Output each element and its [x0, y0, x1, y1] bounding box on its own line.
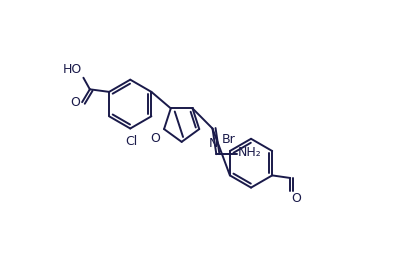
- Text: N: N: [209, 137, 219, 150]
- Text: HO: HO: [63, 63, 82, 76]
- Text: O: O: [70, 96, 80, 109]
- Text: O: O: [291, 192, 301, 205]
- Text: O: O: [150, 132, 160, 145]
- Text: NH₂: NH₂: [238, 146, 262, 159]
- Text: Cl: Cl: [125, 135, 138, 148]
- Text: Br: Br: [222, 133, 236, 146]
